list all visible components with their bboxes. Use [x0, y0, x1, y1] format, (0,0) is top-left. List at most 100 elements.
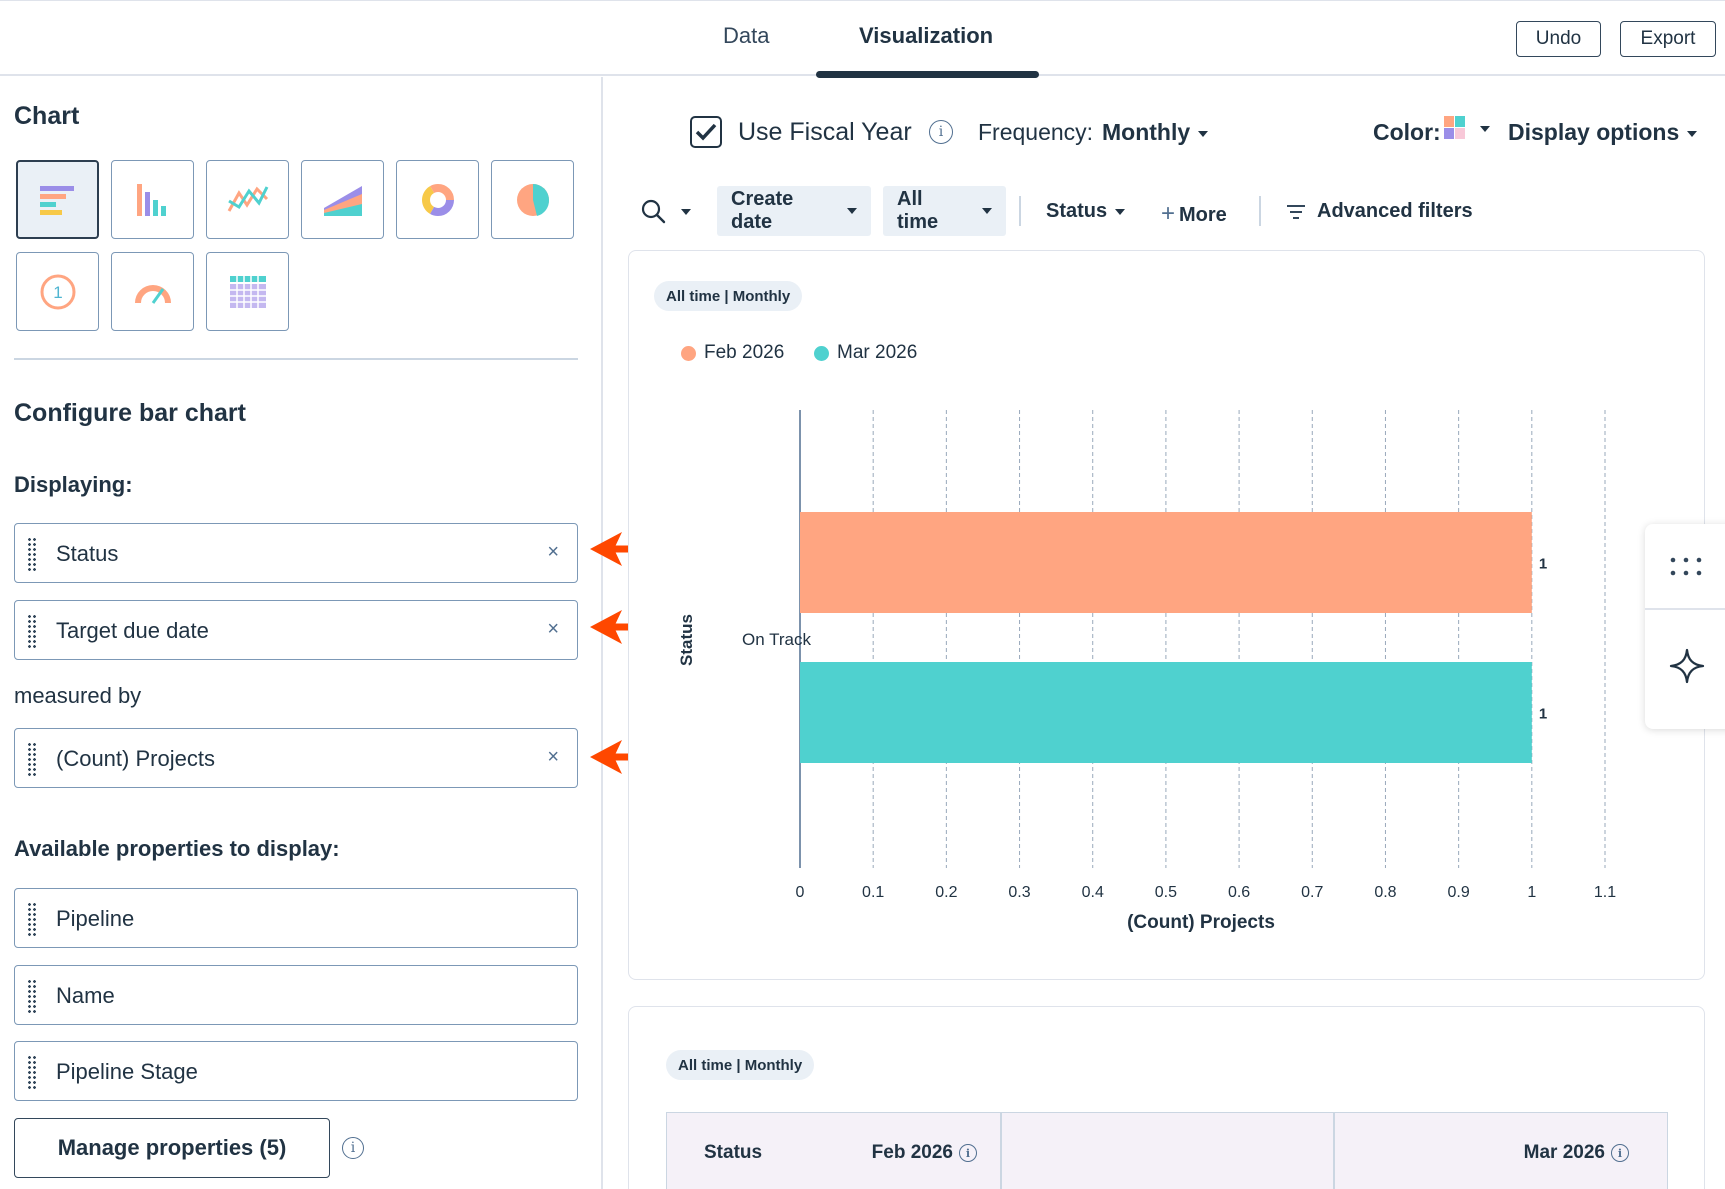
x-tick-label: 0.9: [1448, 884, 1470, 901]
color-palette-icon[interactable]: [1444, 116, 1465, 139]
legend-label-feb: Feb 2026: [704, 342, 785, 363]
x-tick-label: 0.2: [935, 884, 957, 901]
drag-handle-icon[interactable]: [27, 979, 37, 1013]
x-tick-label: 1.1: [1594, 884, 1616, 901]
drag-handle-icon[interactable]: [27, 1055, 37, 1089]
area-chart-icon: [323, 185, 362, 216]
plus-icon: +: [1161, 200, 1176, 227]
measure-field-count-projects[interactable]: (Count) Projects ×: [14, 728, 578, 788]
chart-type-pivot-table[interactable]: [206, 252, 289, 331]
x-tick-label: 0.1: [862, 884, 884, 901]
undo-button[interactable]: Undo: [1516, 21, 1601, 57]
x-tick-label: 0: [796, 884, 805, 901]
color-label: Color:: [1373, 119, 1441, 145]
field-label: (Count) Projects: [56, 746, 215, 771]
chart-type-gauge[interactable]: [111, 252, 194, 331]
remove-icon[interactable]: ×: [547, 618, 559, 640]
section-divider: [14, 358, 578, 360]
field-label: Status: [56, 541, 119, 566]
data-table: Status Feb 2026 i Mar 2026 i: [666, 1112, 1668, 1189]
info-icon[interactable]: i: [342, 1137, 364, 1159]
caret-down-icon[interactable]: [1480, 126, 1490, 132]
chart-card: [628, 250, 1705, 980]
advanced-filters-button[interactable]: Advanced filters: [1317, 200, 1473, 222]
info-icon[interactable]: i: [1611, 1144, 1629, 1162]
vertical-bar-icon: [136, 183, 166, 216]
x-tick-label: 0.7: [1301, 884, 1323, 901]
manage-properties-button[interactable]: Manage properties (5): [14, 1118, 330, 1178]
available-field-pipeline[interactable]: Pipeline: [14, 888, 578, 948]
column-header-label: Feb 2026: [871, 1142, 953, 1163]
active-tab-indicator: [816, 71, 1039, 78]
frequency-label: Frequency:: [978, 119, 1094, 145]
column-separator: [1000, 1113, 1002, 1189]
chart-type-horizontal-bar[interactable]: [16, 160, 99, 239]
export-button[interactable]: Export: [1620, 21, 1716, 57]
more-filters-button[interactable]: + More: [1161, 200, 1227, 228]
search-icon[interactable]: [641, 199, 667, 225]
available-field-name[interactable]: Name: [14, 965, 578, 1025]
chart-type-donut[interactable]: [396, 160, 479, 239]
legend-dot-feb: [681, 346, 696, 361]
x-tick-label: 0.3: [1008, 884, 1030, 901]
drag-handle-icon[interactable]: [27, 902, 37, 936]
all-time-filter[interactable]: All time: [883, 186, 1006, 236]
frequency-dropdown[interactable]: Monthly: [1102, 119, 1209, 146]
column-header-feb[interactable]: Feb 2026 i: [872, 1113, 977, 1189]
displaying-field-target-due-date[interactable]: Target due date ×: [14, 600, 578, 660]
donut-chart-icon: [421, 183, 454, 216]
field-label: Target due date: [56, 618, 209, 643]
displaying-label: Displaying:: [14, 472, 133, 497]
filter-icon: [1287, 205, 1305, 219]
create-date-filter[interactable]: Create date: [717, 186, 871, 236]
column-separator: [1333, 1113, 1335, 1189]
grid-dots-icon[interactable]: [1669, 556, 1705, 578]
panel-divider: [1645, 608, 1725, 610]
x-axis-title: (Count) Projects: [1127, 912, 1275, 933]
column-header-label: Mar 2026: [1523, 1142, 1605, 1163]
remove-icon[interactable]: ×: [547, 746, 559, 768]
chart-type-line[interactable]: [206, 160, 289, 239]
x-tick-label: 0.8: [1374, 884, 1396, 901]
status-filter[interactable]: Status: [1046, 200, 1126, 223]
legend-label-mar: Mar 2026: [837, 342, 918, 363]
caret-down-icon[interactable]: [681, 209, 691, 215]
more-filters-label: More: [1179, 204, 1227, 226]
horizontal-bar-icon: [39, 185, 74, 215]
info-icon[interactable]: i: [959, 1144, 977, 1162]
status-filter-label: Status: [1046, 200, 1108, 222]
column-header-mar[interactable]: Mar 2026 i: [1524, 1113, 1629, 1189]
tab-data[interactable]: Data: [723, 23, 770, 48]
caret-down-icon: [1198, 130, 1209, 137]
info-icon[interactable]: i: [929, 120, 953, 144]
fiscal-year-checkbox[interactable]: [690, 116, 722, 148]
drag-handle-icon[interactable]: [27, 537, 37, 571]
display-options-dropdown[interactable]: Display options: [1508, 119, 1698, 146]
chart-type-pie[interactable]: [491, 160, 574, 239]
chart-type-vertical-bar[interactable]: [111, 160, 194, 239]
display-options-label: Display options: [1508, 119, 1680, 145]
available-field-pipeline-stage[interactable]: Pipeline Stage: [14, 1041, 578, 1101]
x-tick-label: 0.4: [1082, 884, 1104, 901]
frequency-value: Monthly: [1102, 119, 1191, 145]
drag-handle-icon[interactable]: [27, 614, 37, 648]
date-range-pill: All time | Monthly: [666, 1050, 815, 1080]
bar-data-label: 1: [1539, 706, 1547, 723]
filter-separator: [1019, 196, 1021, 226]
legend-dot-mar: [814, 346, 829, 361]
create-date-label: Create date: [731, 188, 794, 233]
bar-mar-2026[interactable]: [800, 662, 1532, 763]
pivot-table-icon: [229, 275, 266, 308]
chart-type-area[interactable]: [301, 160, 384, 239]
chart-type-summary[interactable]: 1: [16, 252, 99, 331]
remove-icon[interactable]: ×: [547, 541, 559, 563]
bar-feb-2026[interactable]: [800, 512, 1532, 613]
sparkle-ai-icon[interactable]: [1669, 648, 1705, 684]
filter-separator: [1259, 196, 1261, 226]
displaying-field-status[interactable]: Status ×: [14, 523, 578, 583]
all-time-label: All time: [897, 188, 939, 233]
column-header-status[interactable]: Status: [704, 1142, 763, 1163]
tab-visualization[interactable]: Visualization: [859, 23, 994, 48]
drag-handle-icon[interactable]: [27, 742, 37, 776]
